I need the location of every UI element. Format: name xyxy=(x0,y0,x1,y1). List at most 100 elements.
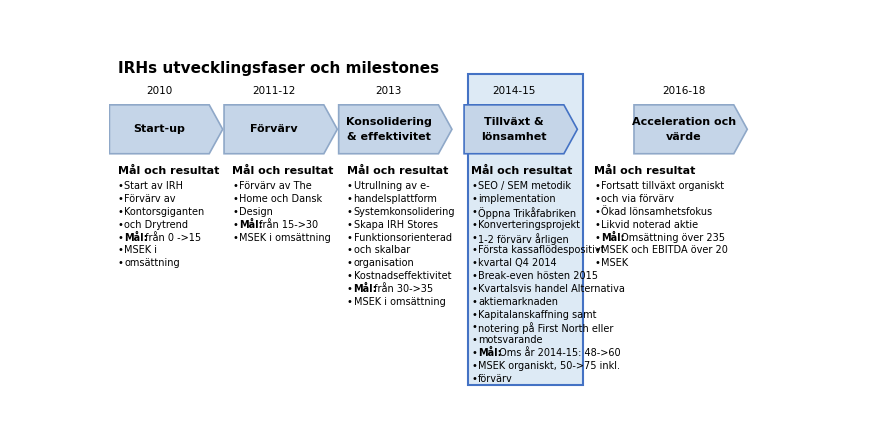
Polygon shape xyxy=(634,105,746,154)
Text: •: • xyxy=(594,181,600,191)
Text: Konsolidering: Konsolidering xyxy=(345,117,431,127)
Text: •: • xyxy=(347,181,352,191)
Text: •: • xyxy=(347,194,352,204)
Text: Mål och resultat: Mål och resultat xyxy=(471,166,572,176)
Text: •: • xyxy=(471,335,477,345)
Text: •: • xyxy=(232,194,238,204)
Text: Mål:: Mål: xyxy=(478,348,501,358)
Text: Mål:: Mål: xyxy=(124,233,148,243)
Text: •: • xyxy=(594,220,600,230)
Text: från 15->30: från 15->30 xyxy=(256,220,318,230)
Text: Öppna Trikåfabriken: Öppna Trikåfabriken xyxy=(478,207,575,219)
Text: •: • xyxy=(232,220,238,230)
Text: •: • xyxy=(471,245,477,255)
Text: Systemkonsolidering: Systemkonsolidering xyxy=(353,207,454,217)
Text: 2014-15: 2014-15 xyxy=(492,86,535,96)
Text: & effektivitet: & effektivitet xyxy=(346,132,430,142)
Text: Start av IRH: Start av IRH xyxy=(124,181,183,191)
Text: Första kassaflödespositivt: Första kassaflödespositivt xyxy=(478,245,604,255)
Text: Break-even hösten 2015: Break-even hösten 2015 xyxy=(478,271,598,281)
Text: •: • xyxy=(347,245,352,255)
Polygon shape xyxy=(224,105,337,154)
Text: 2016-18: 2016-18 xyxy=(661,86,705,96)
Text: Förvärv: Förvärv xyxy=(250,124,297,134)
Text: 2011-12: 2011-12 xyxy=(252,86,295,96)
Text: organisation: organisation xyxy=(353,258,414,268)
Text: Acceleration och: Acceleration och xyxy=(631,117,735,127)
FancyBboxPatch shape xyxy=(468,74,582,385)
Text: motsvarande: motsvarande xyxy=(478,335,542,345)
Text: Mål och resultat: Mål och resultat xyxy=(347,166,448,176)
Text: •: • xyxy=(471,374,477,384)
Polygon shape xyxy=(463,105,577,154)
Text: MSEK och EBITDA över 20: MSEK och EBITDA över 20 xyxy=(600,245,727,255)
Text: implementation: implementation xyxy=(478,194,555,204)
Text: kvartal Q4 2014: kvartal Q4 2014 xyxy=(478,258,556,268)
Text: •: • xyxy=(594,207,600,217)
Text: Utrullning av e-: Utrullning av e- xyxy=(353,181,428,191)
Text: Förvärv av: Förvärv av xyxy=(124,194,176,204)
Text: omsättning: omsättning xyxy=(124,258,180,268)
Text: •: • xyxy=(594,194,600,204)
Text: Mål och resultat: Mål och resultat xyxy=(232,166,333,176)
Text: förvärv: förvärv xyxy=(478,374,513,384)
Text: •: • xyxy=(347,220,352,230)
Text: •: • xyxy=(117,258,123,268)
Text: MSEK: MSEK xyxy=(600,258,627,268)
Text: Design: Design xyxy=(239,207,273,217)
Text: •: • xyxy=(471,271,477,281)
Text: •: • xyxy=(471,220,477,230)
Text: Kvartalsvis handel Alternativa: Kvartalsvis handel Alternativa xyxy=(478,284,625,294)
Text: Mål och resultat: Mål och resultat xyxy=(594,166,695,176)
Text: Konverteringsprojekt: Konverteringsprojekt xyxy=(478,220,580,230)
Text: •: • xyxy=(471,233,477,243)
Text: Kontorsgiganten: Kontorsgiganten xyxy=(124,207,204,217)
Text: Kostnadseffektivitet: Kostnadseffektivitet xyxy=(353,271,450,281)
Text: Fortsatt tillväxt organiskt: Fortsatt tillväxt organiskt xyxy=(600,181,723,191)
Text: SEO / SEM metodik: SEO / SEM metodik xyxy=(478,181,571,191)
Text: •: • xyxy=(471,322,477,332)
Text: MSEK i: MSEK i xyxy=(124,245,157,255)
Text: MSEK i omsättning: MSEK i omsättning xyxy=(239,233,330,243)
Text: •: • xyxy=(594,258,600,268)
Text: Tillväxt &: Tillväxt & xyxy=(484,117,543,127)
Text: aktiemarknaden: aktiemarknaden xyxy=(478,297,558,307)
Text: •: • xyxy=(117,207,123,217)
Text: •: • xyxy=(347,284,352,294)
Text: •: • xyxy=(117,245,123,255)
Text: •: • xyxy=(347,233,352,243)
Text: •: • xyxy=(471,297,477,307)
Text: •: • xyxy=(347,207,352,217)
Text: och Drytrend: och Drytrend xyxy=(124,220,188,230)
Text: och skalbar: och skalbar xyxy=(353,245,409,255)
Text: 2010: 2010 xyxy=(146,86,172,96)
Text: värde: värde xyxy=(666,132,701,142)
Text: Start-up: Start-up xyxy=(133,124,185,134)
Text: •: • xyxy=(347,297,352,307)
Text: MSEK organiskt, 50->75 inkl.: MSEK organiskt, 50->75 inkl. xyxy=(478,361,620,371)
Text: Likvid noterad aktie: Likvid noterad aktie xyxy=(600,220,697,230)
Text: •: • xyxy=(471,361,477,371)
Text: •: • xyxy=(471,284,477,294)
Text: notering på First North eller: notering på First North eller xyxy=(478,322,613,334)
Text: •: • xyxy=(347,271,352,281)
Text: lönsamhet: lönsamhet xyxy=(481,132,546,142)
Text: •: • xyxy=(117,233,123,243)
Text: •: • xyxy=(471,258,477,268)
Text: Oms år 2014-15: 48->60: Oms år 2014-15: 48->60 xyxy=(495,348,620,358)
Text: •: • xyxy=(232,181,238,191)
Text: 1-2 förvärv årligen: 1-2 förvärv årligen xyxy=(478,233,568,244)
Text: •: • xyxy=(117,220,123,230)
Polygon shape xyxy=(109,105,222,154)
Text: Home och Dansk: Home och Dansk xyxy=(239,194,322,204)
Text: och via förvärv: och via förvärv xyxy=(600,194,673,204)
Text: •: • xyxy=(594,245,600,255)
Text: 2013: 2013 xyxy=(375,86,401,96)
Text: Mål och resultat: Mål och resultat xyxy=(117,166,219,176)
Text: Ökad lönsamhetsfokus: Ökad lönsamhetsfokus xyxy=(600,207,711,217)
Text: •: • xyxy=(471,348,477,358)
Text: Funktionsorienterad: Funktionsorienterad xyxy=(353,233,451,243)
Text: Skapa IRH Stores: Skapa IRH Stores xyxy=(353,220,437,230)
Text: •: • xyxy=(471,181,477,191)
Text: Mål:: Mål: xyxy=(353,284,376,294)
